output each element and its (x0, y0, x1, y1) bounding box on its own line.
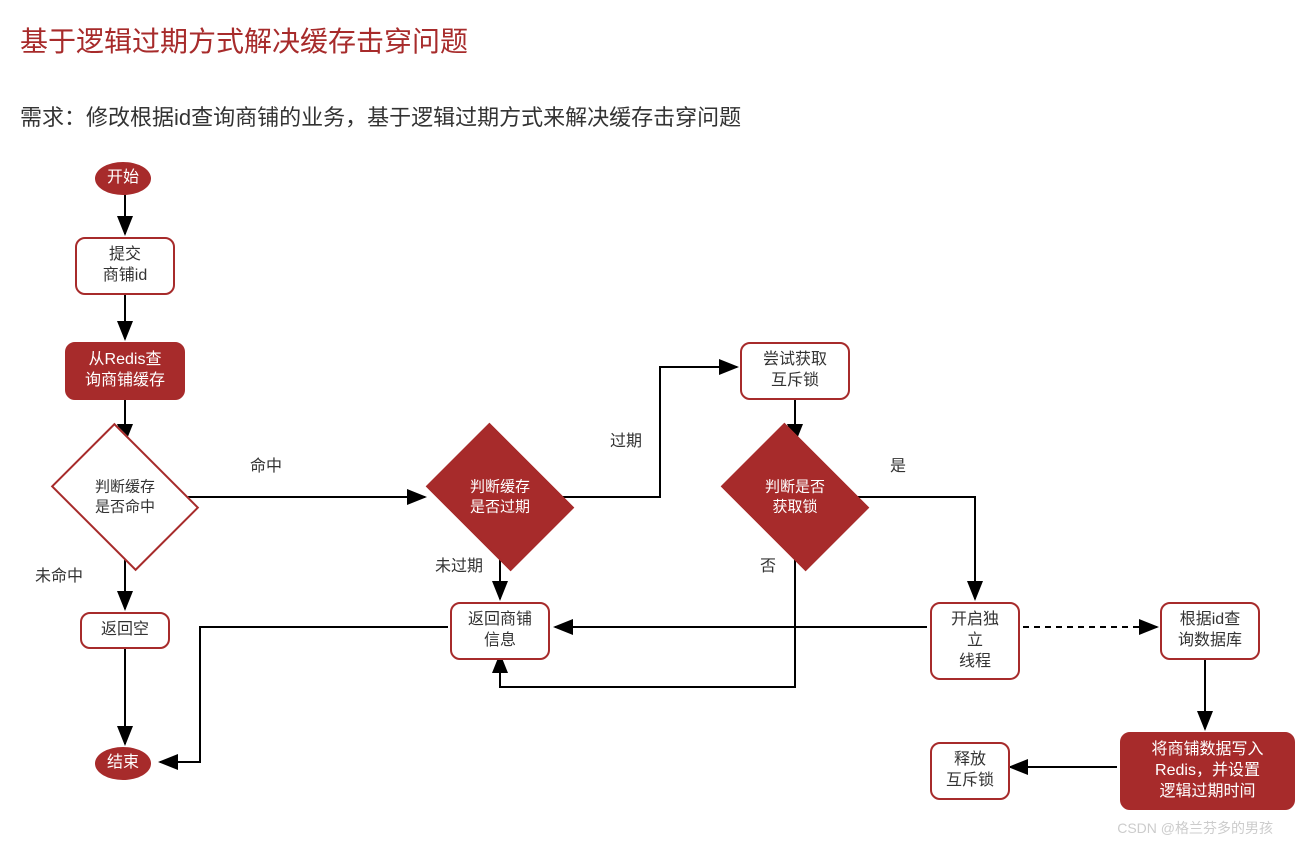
edge-check_expire-to-try_lock (560, 367, 737, 497)
not-expired-label: 未过期 (435, 552, 483, 576)
start-node: 开始 (95, 162, 151, 195)
redis-query-node: 从Redis查询商铺缓存 (65, 342, 185, 400)
check-lock-decision: 判断是否获取锁 (735, 452, 855, 542)
return-empty-node: 返回空 (80, 612, 170, 649)
lock-no-label: 否 (760, 552, 776, 576)
requirement-text: 需求：修改根据id查询商铺的业务，基于逻辑过期方式来解决缓存击穿问题 (20, 100, 1283, 132)
edge-return_info-to-end (160, 627, 448, 762)
flowchart-canvas: 开始 提交商铺id 从Redis查询商铺缓存 判断缓存是否命中 返回空 结束 判… (20, 152, 1280, 832)
check-expire-decision: 判断缓存是否过期 (440, 452, 560, 542)
check-hit-decision: 判断缓存是否命中 (65, 452, 185, 542)
arrows-layer (20, 152, 1280, 832)
hit-label: 命中 (250, 452, 282, 476)
release-lock-node: 释放互斥锁 (930, 742, 1010, 800)
expired-label: 过期 (610, 427, 642, 451)
db-query-node: 根据id查询数据库 (1160, 602, 1260, 660)
end-node: 结束 (95, 747, 151, 780)
new-thread-node: 开启独立线程 (930, 602, 1020, 680)
miss-label: 未命中 (35, 562, 83, 586)
submit-node: 提交商铺id (75, 237, 175, 295)
edge-check_lock-to-new_thread (855, 497, 975, 599)
page-title: 基于逻辑过期方式解决缓存击穿问题 (20, 20, 1283, 60)
watermark: CSDN @格兰芬多的男孩 (1117, 818, 1273, 838)
lock-yes-label: 是 (890, 452, 906, 476)
return-info-node: 返回商铺信息 (450, 602, 550, 660)
try-lock-node: 尝试获取互斥锁 (740, 342, 850, 400)
write-redis-node: 将商铺数据写入Redis，并设置逻辑过期时间 (1120, 732, 1295, 810)
